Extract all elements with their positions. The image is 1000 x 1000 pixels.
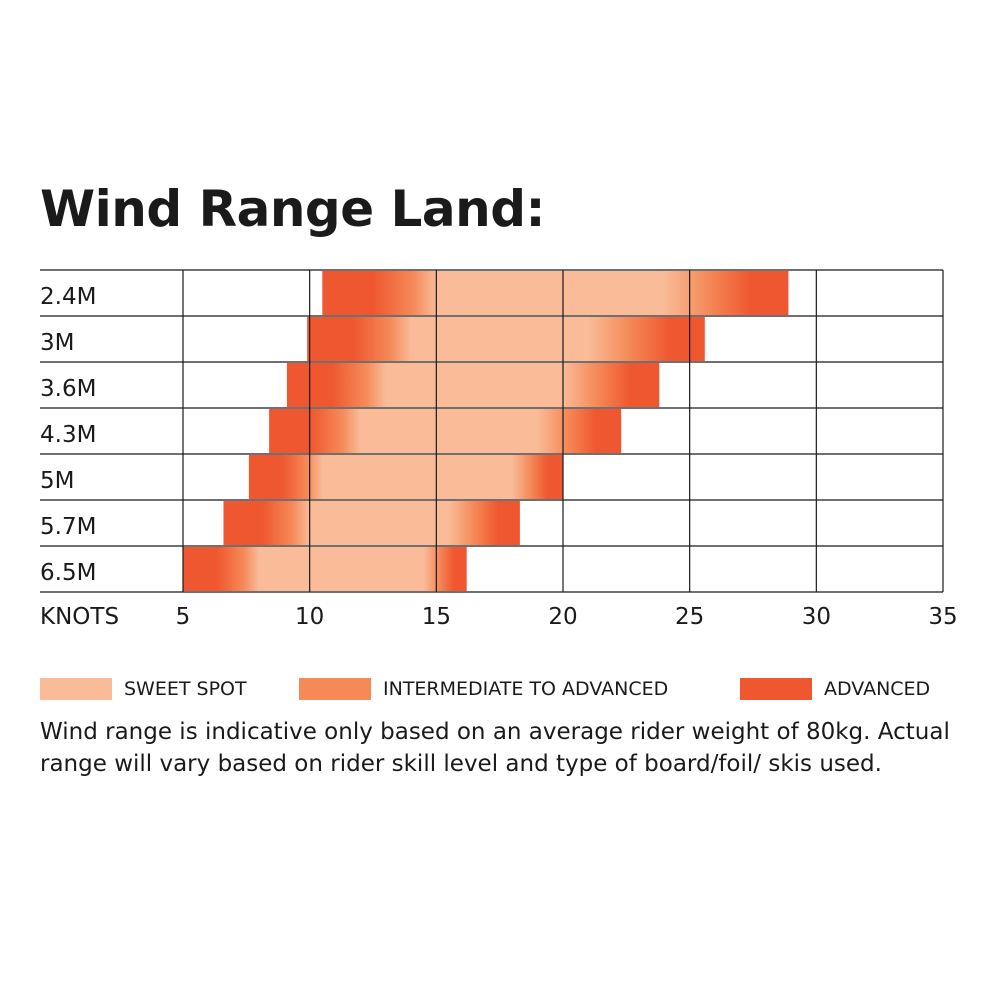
range-bar-3m — [307, 317, 705, 361]
range-bar-6-5m — [183, 547, 467, 591]
legend-swatch-sweet-spot — [40, 678, 112, 700]
x-tick-label: 5 — [176, 604, 191, 630]
category-label: 6.5M — [40, 560, 96, 586]
range-bar-3-6m — [286, 363, 660, 407]
disclaimer-note: Wind range is indicative only based on a… — [40, 719, 950, 777]
category-label: 4.3M — [40, 422, 96, 448]
x-tick-label: 35 — [928, 604, 957, 630]
legend-label-sweet-spot: SWEET SPOT — [124, 678, 247, 700]
range-bar-4-3m — [269, 409, 622, 453]
legend-swatch-advanced — [740, 678, 812, 700]
legend-label-advanced: ADVANCED — [824, 678, 931, 700]
category-label: 3.6M — [40, 376, 96, 402]
x-tick-label: 20 — [548, 604, 577, 630]
category-label: 3M — [40, 330, 74, 356]
x-tick-label: 30 — [802, 604, 831, 630]
legend-advanced: ADVANCED — [740, 677, 930, 701]
legend-label-intermediate-to-advanced: INTERMEDIATE TO ADVANCED — [383, 678, 669, 700]
range-bar-2-4m — [322, 271, 789, 315]
chart-title: Wind Range Land: — [40, 180, 546, 238]
range-bar-5m — [248, 455, 563, 499]
legend-sweet-spot: SWEET SPOT — [40, 677, 247, 701]
x-tick-label: 10 — [295, 604, 324, 630]
legend-swatch-intermediate-to-advanced — [299, 678, 371, 700]
x-tick-label: 25 — [675, 604, 704, 630]
range-bar-5-7m — [223, 501, 520, 545]
x-axis-label: KNOTS — [40, 604, 119, 630]
category-label: 5.7M — [40, 514, 96, 540]
category-label: 5M — [40, 468, 74, 494]
x-tick-label: 15 — [422, 604, 451, 630]
legend-intermediate-to-advanced: INTERMEDIATE TO ADVANCED — [299, 677, 668, 701]
category-label: 2.4M — [40, 284, 96, 310]
